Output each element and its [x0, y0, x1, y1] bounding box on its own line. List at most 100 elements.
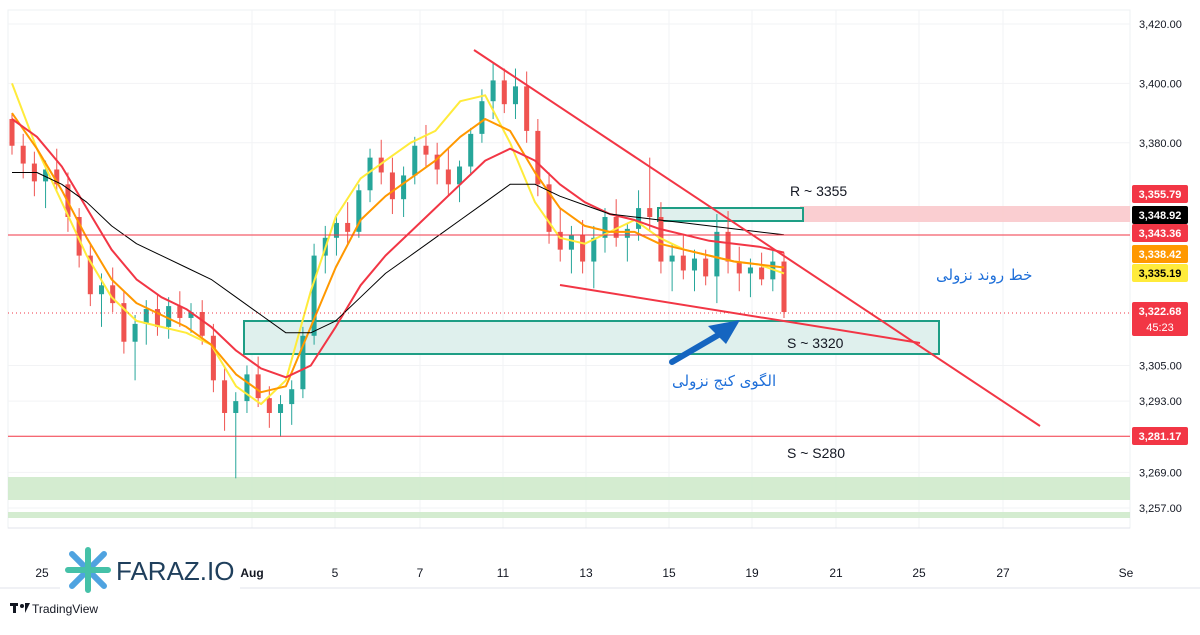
candle-body: [177, 306, 183, 318]
watermark-layer: FARAZ.IO TradingView: [10, 545, 240, 616]
candle-body: [557, 231, 563, 250]
candle-body: [132, 323, 138, 342]
candle-body: [636, 208, 642, 229]
x-tick-label: 7: [417, 566, 424, 580]
candle-body: [468, 133, 474, 167]
candle-body: [98, 285, 105, 295]
tradingview-label: TradingView: [32, 602, 98, 616]
moving-average-line-1: [11, 112, 785, 394]
candle-body: [166, 306, 172, 327]
x-tick-label: 21: [829, 566, 843, 580]
price-badge: [1132, 302, 1188, 336]
x-tick-label: Se: [1119, 566, 1134, 580]
price-badge: [1132, 206, 1188, 224]
candle-body: [188, 312, 194, 318]
wedge-arrow-head-icon: [708, 320, 740, 344]
zone-layer: [8, 206, 1130, 518]
candle-body: [76, 217, 82, 256]
resistance-box-3355: [657, 207, 804, 222]
price-badge: [1132, 264, 1188, 282]
x-tick-label: 5: [332, 566, 339, 580]
candle-body: [266, 398, 272, 413]
price-badge: [1132, 185, 1188, 203]
price-badge-value: 3,322.68: [1139, 306, 1182, 318]
price-badge-value: 3,343.36: [1139, 228, 1182, 240]
x-tick-label: 25: [35, 566, 49, 580]
candle-body: [154, 309, 160, 327]
candle-body: [54, 169, 60, 185]
candle-body: [389, 172, 395, 200]
moving-average-line-3: [12, 172, 785, 334]
candle-body: [367, 157, 373, 191]
candle-body: [613, 217, 619, 238]
wedge-arrow: [669, 331, 723, 365]
candle-body: [356, 190, 362, 232]
candle-body: [535, 130, 541, 185]
candle-body: [568, 234, 574, 250]
candle-body: [121, 303, 127, 342]
candle-body: [501, 80, 507, 105]
price-badge: [1132, 245, 1188, 263]
x-tick-label: Aug: [240, 566, 263, 580]
y-tick-label: 3,400.00: [1139, 78, 1182, 90]
y-tick-label: 3,380.00: [1139, 138, 1182, 150]
candle-body: [591, 237, 597, 262]
candle-body: [490, 80, 496, 102]
x-tick-label: 27: [996, 566, 1010, 580]
price-badge-value: 3,355.79: [1139, 189, 1182, 201]
candle-body: [401, 175, 407, 200]
x-tick-label: 11: [497, 566, 510, 580]
trendline-annotation: خط روند نزولی: [936, 266, 1032, 284]
candle-body: [412, 145, 418, 176]
candle-body: [278, 404, 284, 413]
support-label: S ~ 3320: [787, 335, 844, 351]
candle-body: [524, 86, 530, 131]
price-badge-value: 3,338.42: [1139, 249, 1182, 261]
candle-body: [580, 234, 586, 262]
green-support-zone-lower: [8, 512, 1130, 518]
candle-body: [781, 261, 787, 313]
brand-name: FARAZ.IO: [116, 556, 234, 586]
candle-body: [680, 255, 686, 271]
candle-body: [222, 380, 228, 413]
candle-body: [546, 184, 552, 232]
candle-body: [703, 258, 709, 277]
candle-body: [759, 267, 765, 280]
candle-body: [691, 258, 698, 271]
candle-body: [20, 145, 26, 164]
drawing-layer: R ~ 3355 S ~ 3320 S ~ S280 خط روند نزولی الگ…: [8, 49, 1130, 461]
candle-body: [434, 154, 440, 170]
candle-body: [445, 169, 451, 185]
price-badge-countdown: 45:23: [1146, 322, 1174, 334]
y-tick-label: 3,269.00: [1139, 467, 1182, 479]
candle-body: [43, 169, 49, 182]
candle-body: [647, 208, 653, 218]
x-tick-label: 15: [662, 566, 676, 580]
candle-body: [255, 374, 261, 399]
candle-body: [602, 217, 608, 238]
y-tick-label: 3,293.00: [1139, 396, 1182, 408]
moving-average-layer: [11, 83, 785, 406]
descending-trendline-lower: [559, 284, 921, 344]
candle-body: [345, 222, 351, 232]
resistance-zone: [800, 206, 1130, 222]
tradingview-logo-icon: [10, 603, 30, 613]
candle-body: [311, 255, 317, 336]
price-label-layer: 3,355.79 3,348.92 3,343.36 3,338.42 3,335.19…: [1132, 185, 1188, 445]
candle-body: [669, 255, 675, 262]
candle-body: [9, 119, 15, 146]
x-tick-label: 19: [745, 566, 759, 580]
price-badge-value: 3,281.17: [1139, 431, 1182, 443]
candle-body: [479, 101, 485, 134]
y-tick-label: 3,420.00: [1139, 19, 1182, 31]
grid-layer: [7, 9, 1131, 529]
x-tick-label: 25: [912, 566, 926, 580]
resistance-label: R ~ 3355: [790, 183, 847, 199]
y-tick-label: 3,305.00: [1139, 360, 1182, 372]
price-badge-value: 3,335.19: [1139, 268, 1182, 280]
candle-body: [244, 374, 250, 402]
candle-body: [143, 309, 149, 324]
candle-body: [333, 222, 339, 238]
